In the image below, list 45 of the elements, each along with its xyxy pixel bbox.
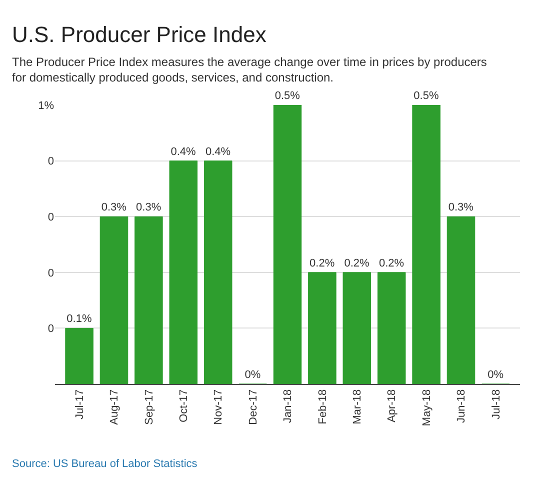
data-label: 0.4%: [170, 146, 196, 158]
bar: [377, 272, 406, 384]
data-label: 0.2%: [378, 257, 404, 270]
y-tick-label: 1%: [38, 100, 54, 112]
x-tick-label: Sep-17: [143, 389, 156, 425]
x-tick-label: Jul-17: [74, 389, 86, 420]
data-label: 0.2%: [344, 257, 370, 270]
x-tick-label: Dec-17: [247, 389, 260, 425]
data-label: 0%: [488, 369, 504, 381]
x-tick-label: Jun-18: [456, 389, 468, 424]
bar: [308, 272, 336, 384]
x-tick-label: Apr-18: [386, 389, 398, 422]
bar: [134, 216, 163, 384]
data-label: 0.3%: [448, 202, 474, 214]
data-label: 0%: [244, 369, 261, 381]
data-label: 0.3%: [136, 202, 162, 214]
x-tick-label: Aug-17: [108, 389, 121, 425]
x-tick-label: Oct-17: [178, 389, 190, 422]
y-tick-label: 0: [48, 156, 54, 168]
bar: [446, 216, 476, 384]
data-label: 0.4%: [205, 146, 231, 158]
data-label: 0.1%: [66, 313, 92, 326]
data-label: 0.3%: [101, 202, 127, 214]
bar: [100, 216, 128, 384]
bar: [204, 160, 232, 384]
x-tick-label: Jul-18: [490, 389, 502, 420]
y-tick-label: 0: [48, 211, 54, 224]
source-note: Source: US Bureau of Labor Statistics: [12, 458, 198, 470]
data-label: 0.2%: [310, 257, 335, 270]
bar: [273, 105, 302, 384]
y-tick-label: 0: [48, 323, 54, 336]
bar: [65, 328, 94, 384]
x-tick-label: Jan-18: [282, 389, 294, 424]
x-tick-label: Nov-17: [212, 389, 225, 425]
bar: [342, 272, 372, 384]
bar: [412, 105, 440, 384]
y-tick-label: 0: [48, 267, 54, 280]
x-tick-label: May-18: [420, 389, 433, 426]
x-tick-label: Mar-18: [351, 389, 364, 424]
chart-subtitle: The Producer Price Index measures the average change over time in prices by producers for domestically produced goods, services, and construction.: [12, 55, 487, 85]
data-label: 0.5%: [274, 90, 300, 102]
bar: [169, 160, 198, 384]
x-tick-label: Feb-18: [316, 389, 329, 424]
chart-title: U.S. Producer Price Index: [12, 22, 266, 47]
data-label: 0.5%: [414, 90, 439, 102]
